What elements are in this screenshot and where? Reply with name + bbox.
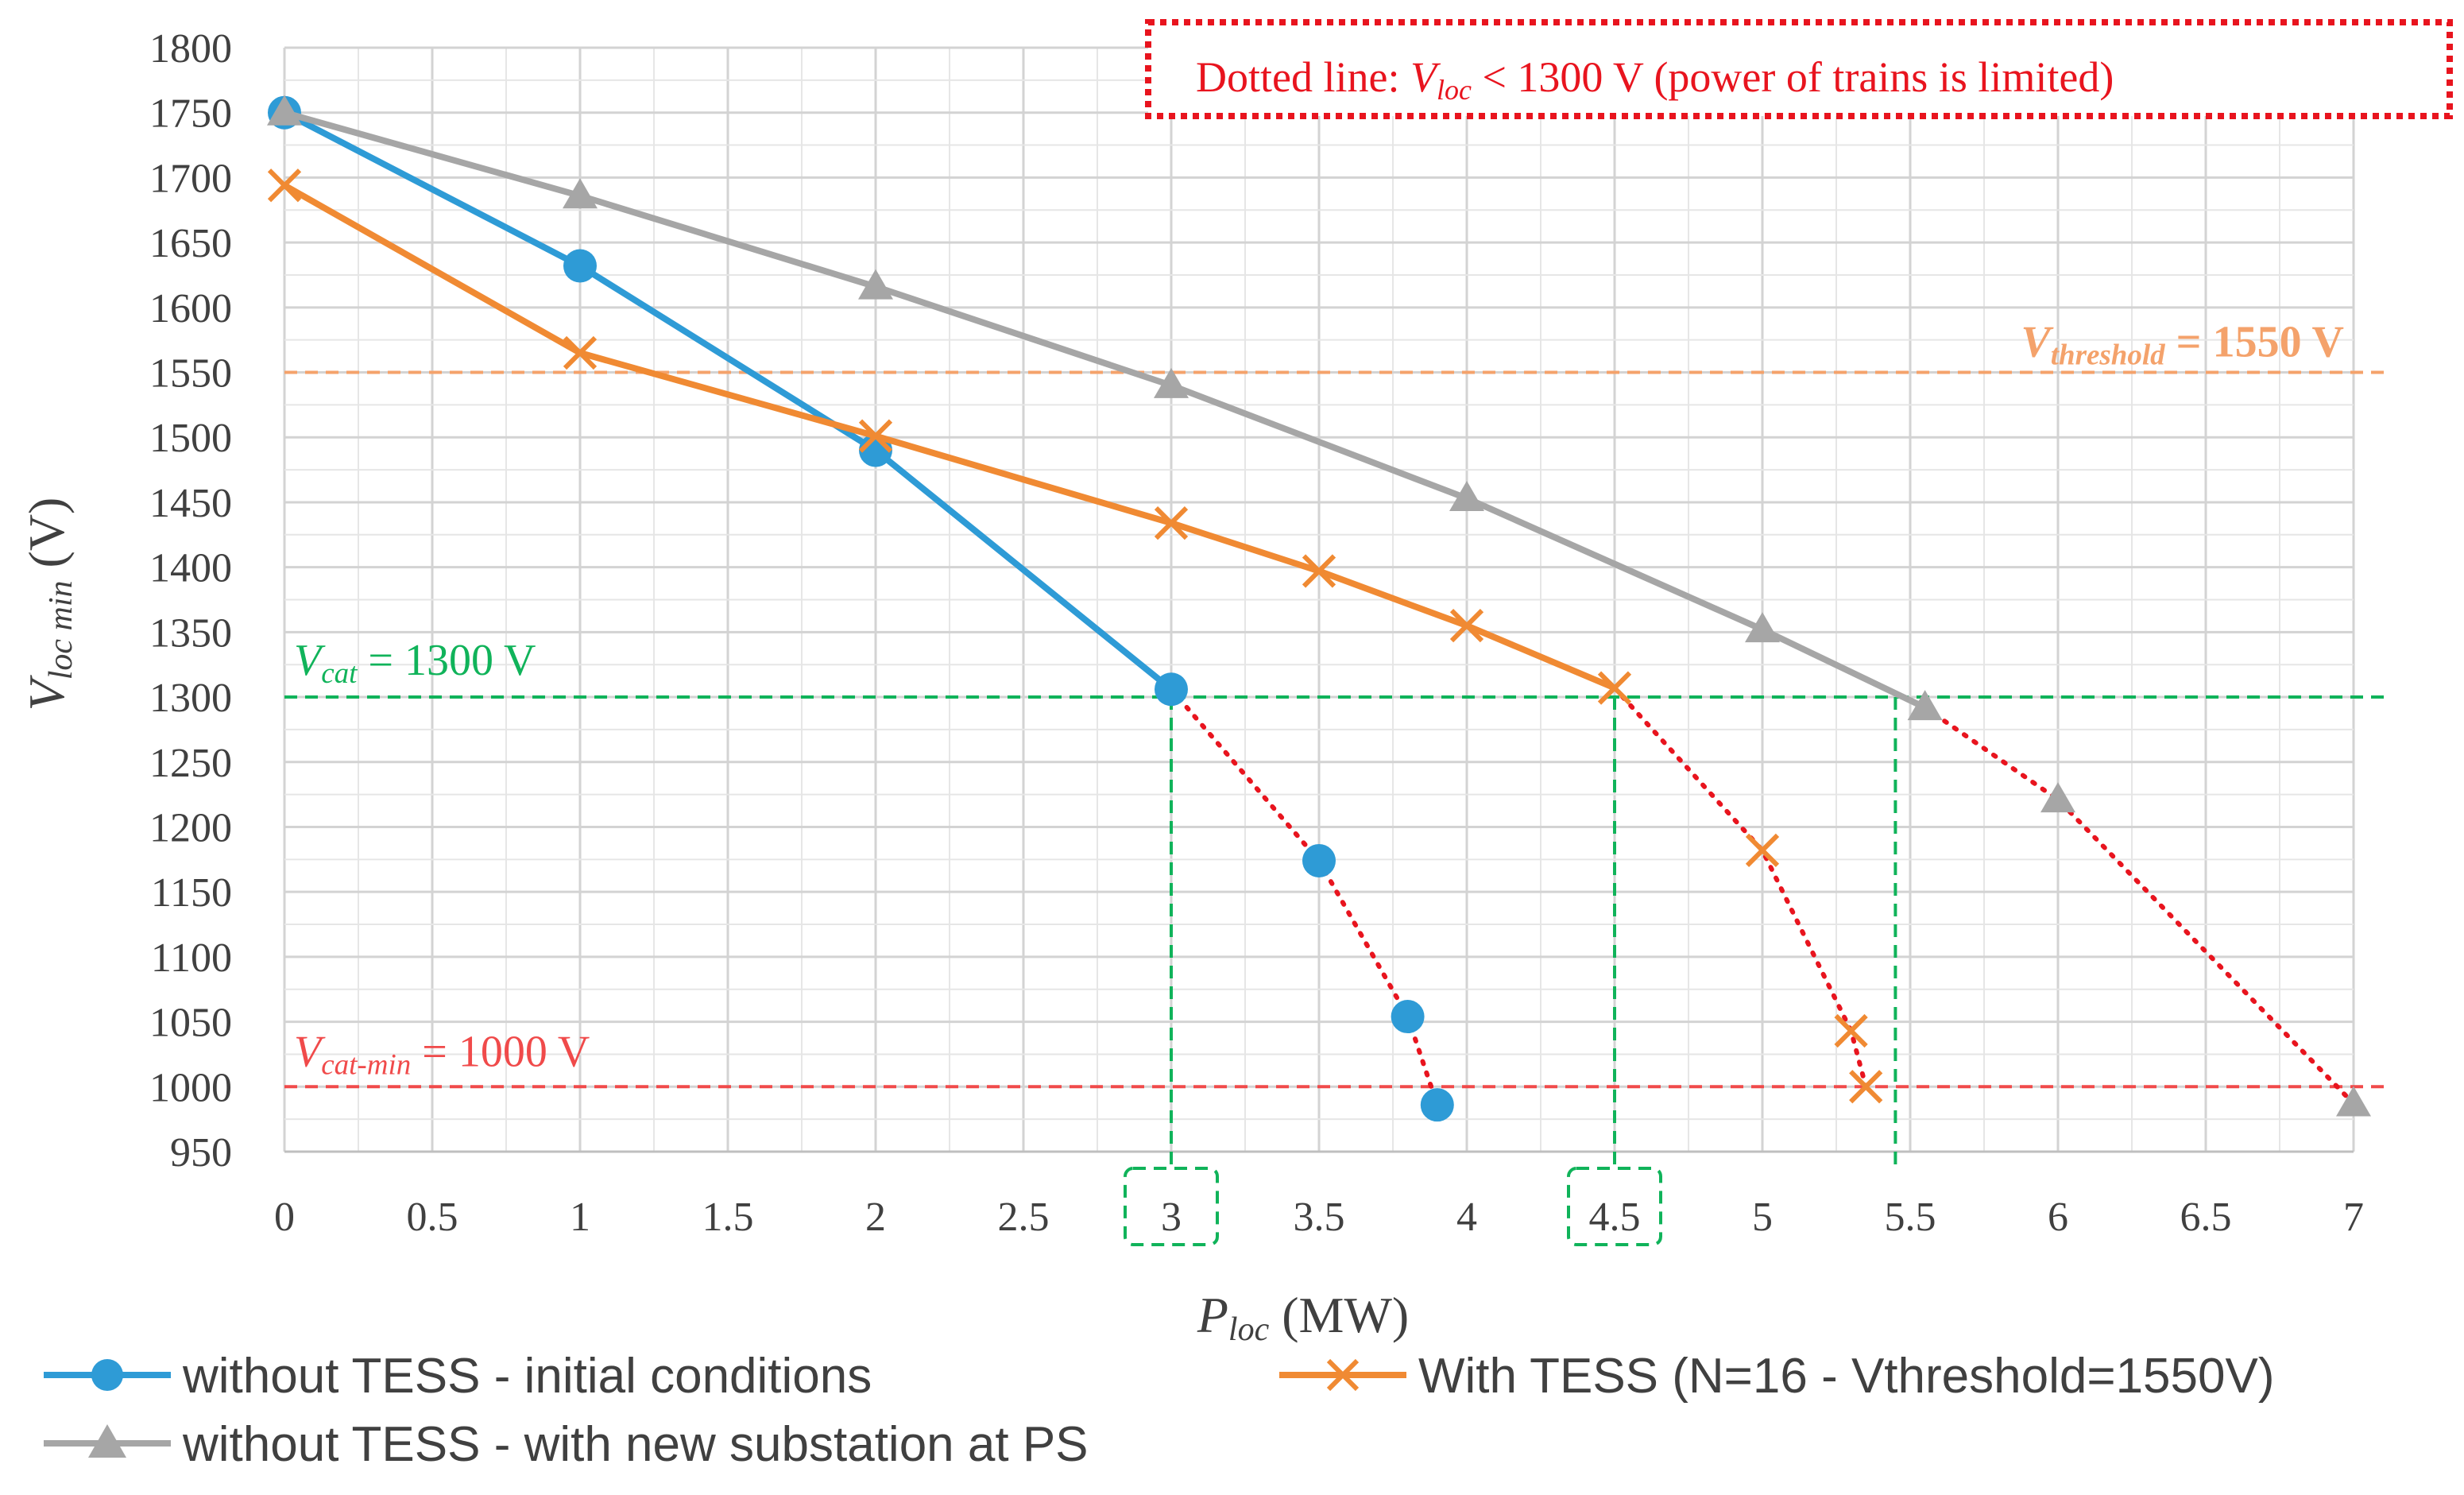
data-point-x: [1745, 833, 1780, 868]
x-tick-label: 3: [1161, 1195, 1182, 1240]
x-tick-label: 7: [2343, 1195, 2364, 1240]
y-tick-label: 1800: [149, 26, 232, 72]
reference-lines: [284, 370, 2392, 1168]
x-tick-label: 2: [865, 1195, 886, 1240]
data-point-x: [1849, 1070, 1883, 1104]
x-tick-label: 6: [2048, 1195, 2068, 1240]
series-layer: [267, 95, 2371, 1122]
legend-item-initial: without TESS - initial conditions: [44, 1349, 872, 1404]
y-tick-label: 1100: [151, 935, 232, 981]
legend-label-substation: without TESS - with new substation at PS: [182, 1417, 1089, 1472]
highlighted-tick-box: [1124, 1167, 1219, 1246]
y-tick-label: 950: [170, 1130, 232, 1175]
y-tick-label: 1550: [149, 351, 232, 397]
data-point-x: [1597, 671, 1632, 705]
reference-label-v-threshold: Vthreshold = 1550 V: [2021, 318, 2344, 372]
x-tick-label: 6.5: [2180, 1195, 2232, 1240]
series-line-solid: [281, 109, 1174, 693]
x-tick-label: 1.5: [702, 1195, 754, 1240]
series-line-dotted: [1922, 705, 2356, 1106]
data-point-circle: [1391, 1000, 1425, 1034]
annotations: Vthreshold = 1550 V Vcat = 1300 V Vcat-min…: [294, 318, 2344, 1082]
y-tick-label: 1200: [149, 805, 232, 850]
data-point-x: [267, 168, 302, 203]
data-point-triangle: [563, 178, 598, 209]
x-tick-label: 2.5: [998, 1195, 1050, 1240]
x-tick-label: 0.5: [407, 1195, 458, 1240]
tick-labels: 0 0.5 1 1.5 2 2.5 3 3.5 4 4.5 5 5.5 6 6.5 7 950 1000 1050…: [149, 26, 2364, 1246]
series-line-dotted: [1169, 687, 1440, 1108]
y-tick-label: 1350: [149, 610, 232, 656]
x-tick-label: 1: [570, 1195, 590, 1240]
data-point-x: [858, 419, 893, 453]
y-tick-label: 1150: [151, 870, 232, 916]
x-axis-title: Ploc (MW): [1197, 1287, 1409, 1348]
data-point-triangle: [1907, 690, 1943, 721]
note-text: Dotted line: Vloc < 1300 V (power of tra…: [1196, 53, 2114, 106]
legend-item-tess: With TESS (N=16 - Vthreshold=1550V): [1279, 1349, 2275, 1404]
data-point-triangle: [858, 269, 893, 300]
y-tick-label: 1600: [149, 286, 232, 331]
x-tick-label: 5: [1752, 1195, 1773, 1240]
y-tick-label: 1650: [149, 221, 232, 266]
triangle-marker-icon: [88, 1424, 126, 1458]
data-point-x: [1834, 1013, 1868, 1048]
y-axis-title: Vloc min (V): [18, 498, 79, 711]
data-point-x: [563, 335, 598, 370]
data-point-x: [1302, 554, 1336, 588]
data-point-triangle: [1449, 481, 1484, 512]
series-1: [267, 168, 1883, 1104]
legend: without TESS - initial conditions With T…: [44, 1349, 2275, 1472]
x-marker-icon: [1326, 1358, 1360, 1392]
reference-label-v-cat: Vcat = 1300 V: [294, 636, 536, 690]
data-point-circle: [1155, 672, 1188, 707]
data-point-triangle: [1154, 367, 1189, 398]
data-point-triangle: [267, 95, 302, 126]
data-point-x: [1449, 609, 1484, 643]
y-tick-label: 1400: [149, 546, 232, 591]
data-point-circle: [563, 249, 597, 283]
grid: [283, 46, 2355, 1153]
x-tick-label: 4: [1456, 1195, 1477, 1240]
y-tick-label: 1500: [149, 416, 232, 461]
data-point-triangle: [1745, 612, 1780, 643]
data-point-triangle: [2040, 782, 2075, 813]
data-point-circle: [1420, 1088, 1454, 1122]
x-tick-label: 3.5: [1294, 1195, 1345, 1240]
highlighted-tick-box: [1567, 1167, 1662, 1246]
legend-item-substation: without TESS - with new substation at PS: [44, 1417, 1089, 1472]
y-tick-label: 1050: [149, 1001, 232, 1046]
y-tick-label: 1250: [149, 741, 232, 786]
data-point-triangle: [2336, 1086, 2371, 1117]
circle-marker-icon: [91, 1359, 123, 1391]
x-tick-label: 5.5: [1885, 1195, 1936, 1240]
x-tick-label: 4.5: [1589, 1195, 1641, 1240]
y-tick-label: 1750: [149, 91, 232, 137]
y-tick-label: 1450: [149, 481, 232, 526]
reference-label-v-cat-min: Vcat-min = 1000 V: [294, 1027, 590, 1081]
legend-label-initial: without TESS - initial conditions: [182, 1349, 872, 1404]
y-tick-label: 1000: [149, 1065, 232, 1110]
data-point-circle: [1302, 843, 1336, 877]
y-tick-label: 1700: [149, 156, 232, 201]
x-tick-label: 0: [274, 1195, 295, 1240]
note-box: [1145, 19, 2453, 119]
series-2: [267, 95, 2371, 1117]
legend-label-tess: With TESS (N=16 - Vthreshold=1550V): [1418, 1349, 2275, 1404]
data-point-x: [1154, 505, 1189, 540]
series-line-dotted: [1612, 685, 1869, 1090]
y-tick-label: 1300: [149, 676, 232, 721]
